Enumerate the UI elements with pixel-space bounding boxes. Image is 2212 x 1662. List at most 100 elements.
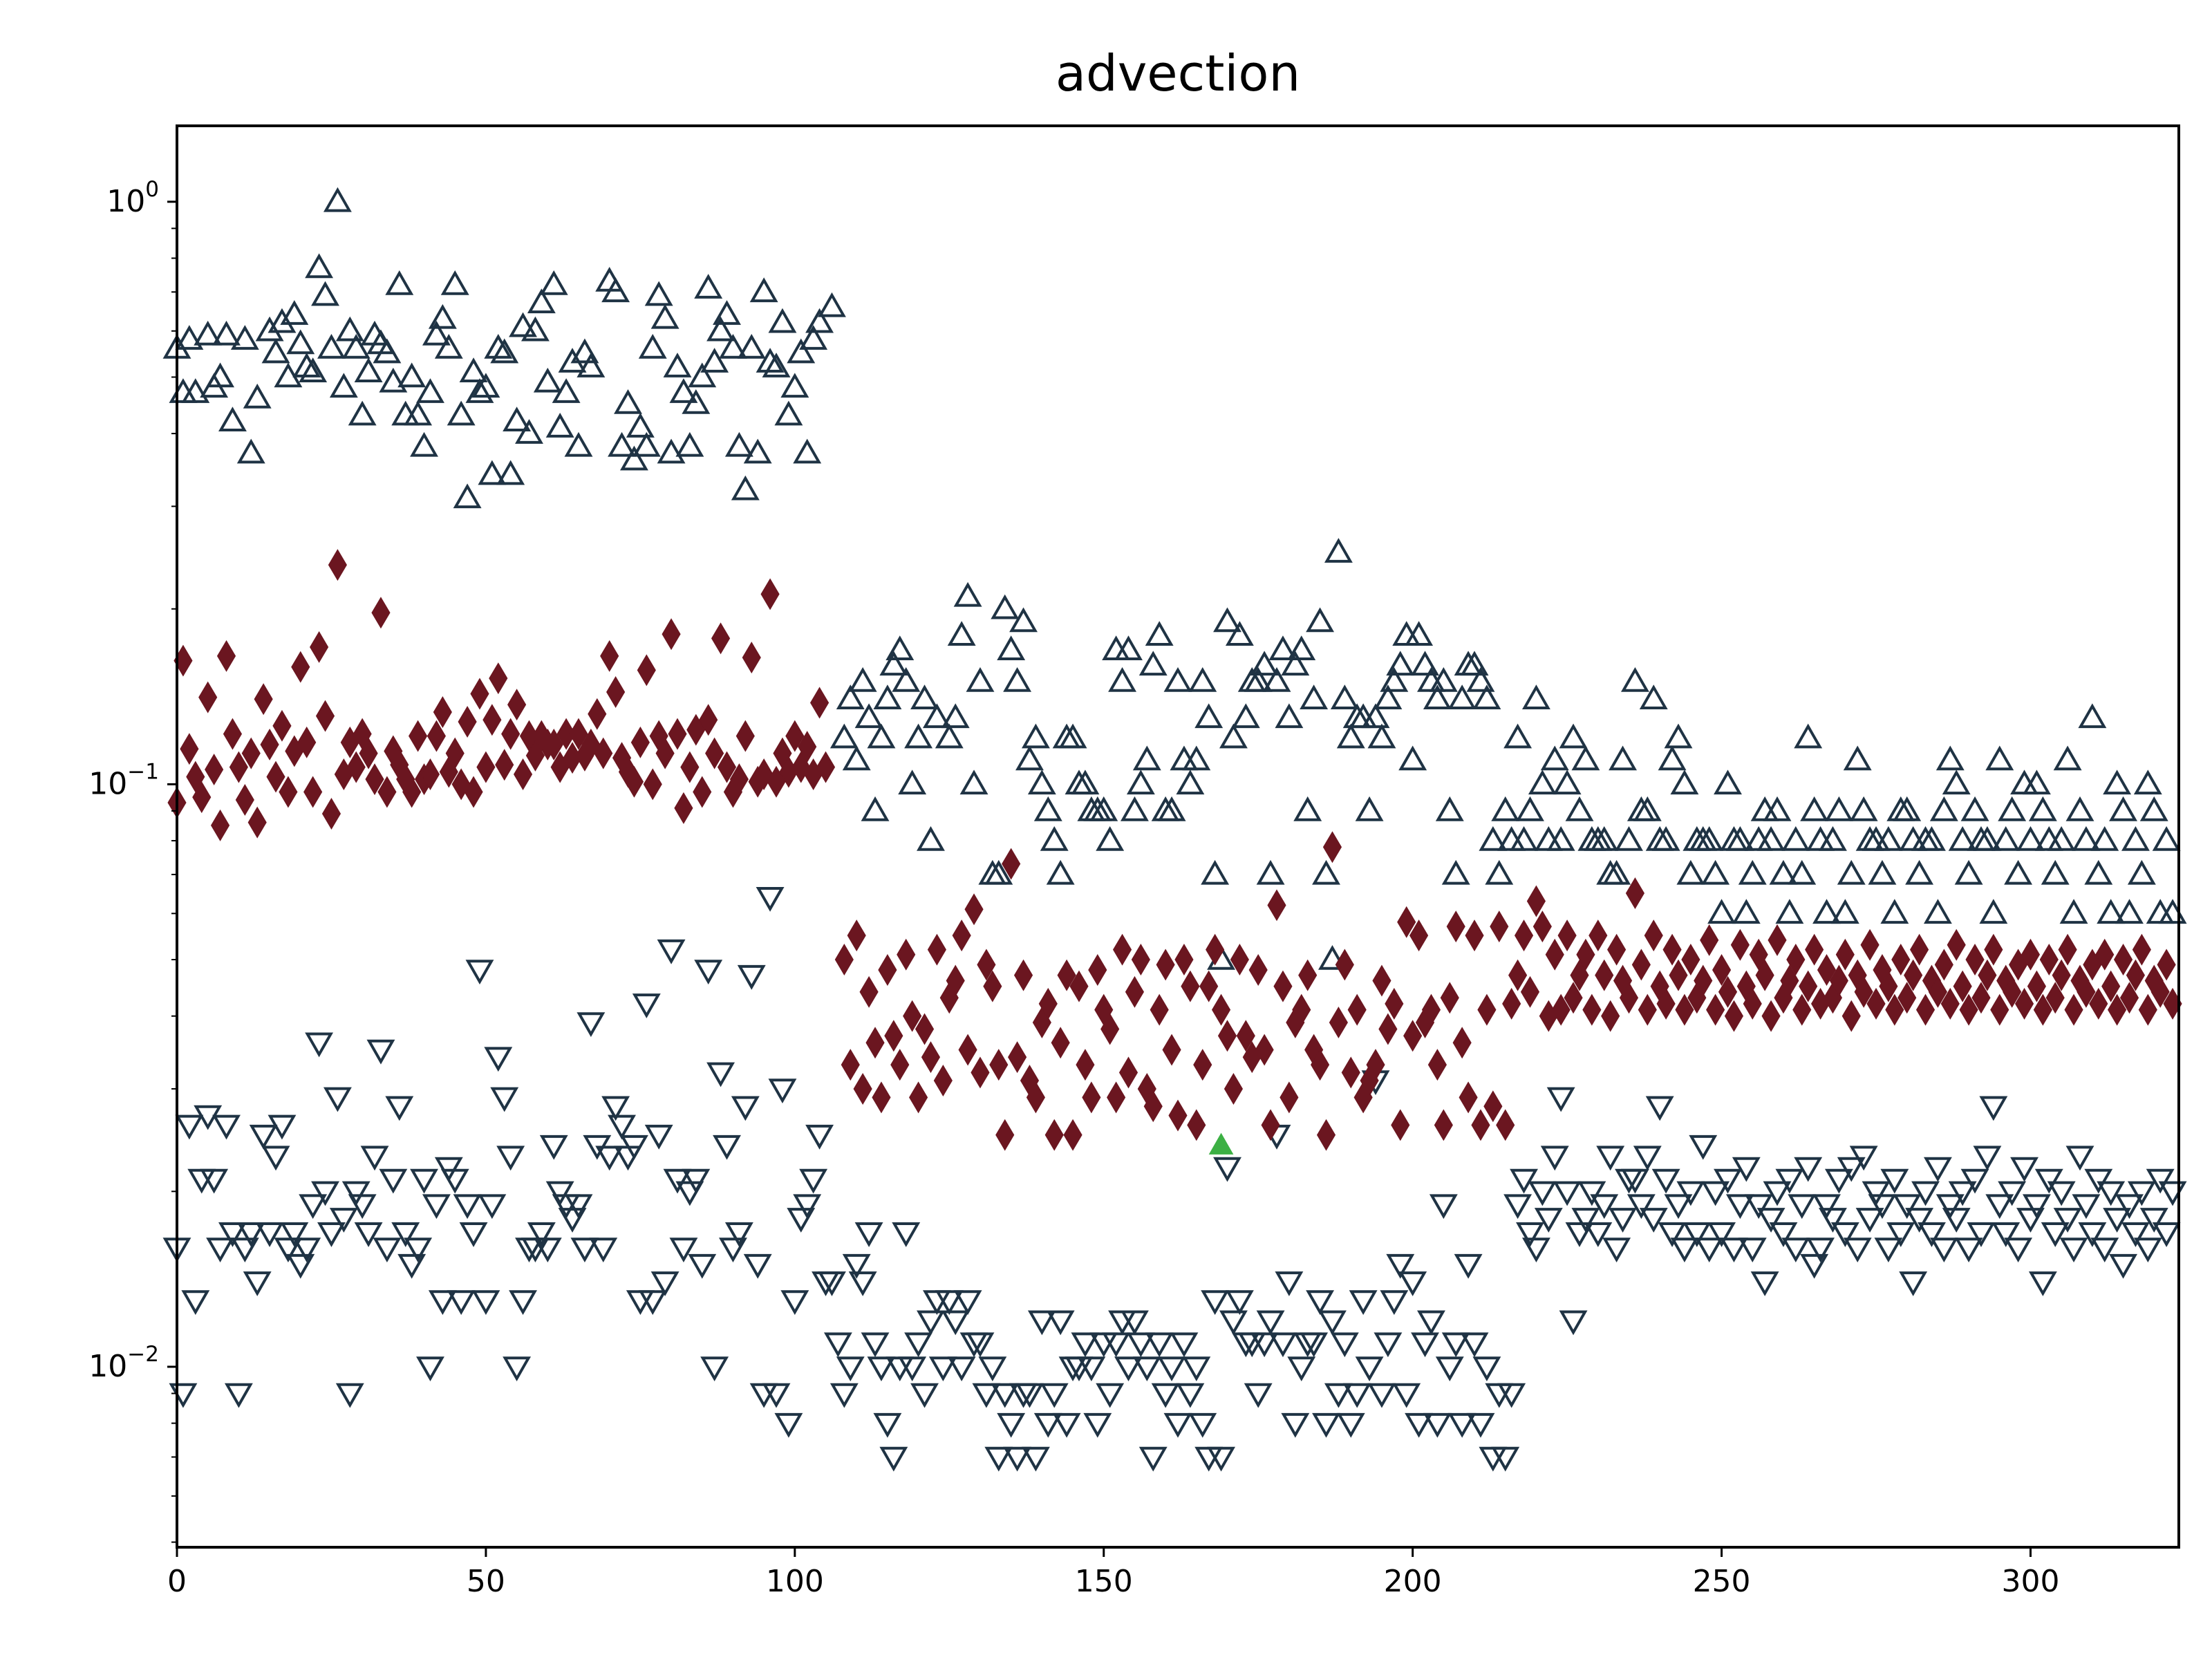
- point-s2-305: [2064, 993, 2083, 1026]
- point-s2-288: [1959, 993, 1978, 1026]
- point-s2-278: [1897, 982, 1917, 1014]
- point-s2-239: [1656, 987, 1676, 1020]
- point-s2-312: [2108, 993, 2127, 1026]
- point-s2-223: [1557, 919, 1577, 952]
- point-s2-52: [489, 662, 508, 695]
- point-s0-167: [1250, 651, 1279, 676]
- point-s1-70: [595, 1146, 624, 1171]
- point-s1-8: [212, 1114, 241, 1140]
- point-s0-191: [1398, 745, 1427, 771]
- point-s2-271: [1854, 975, 1873, 1008]
- point-s1-268: [1819, 1208, 1847, 1233]
- point-s1-261: [1775, 1168, 1804, 1194]
- point-s0-205: [1485, 859, 1514, 885]
- point-s2-217: [1520, 975, 1540, 1008]
- point-s2-53: [495, 749, 514, 781]
- point-s2-51: [482, 704, 502, 736]
- chart-title: advection: [1056, 44, 1300, 102]
- point-s0-100: [818, 292, 846, 317]
- point-s0-282: [1960, 796, 1989, 821]
- point-s0-152: [1157, 796, 1186, 821]
- point-s0-224: [1602, 859, 1631, 885]
- point-s1-110: [842, 1253, 871, 1279]
- point-s2-206: [1452, 1027, 1472, 1059]
- point-s0-158: [1194, 703, 1224, 729]
- point-s0-10: [236, 438, 265, 464]
- point-s0-199: [1447, 684, 1477, 710]
- point-s0-249: [1756, 826, 1785, 851]
- point-s0-23: [323, 187, 352, 212]
- point-s2-49: [470, 678, 489, 710]
- point-s2-89: [717, 751, 737, 783]
- point-s2-184: [1316, 1119, 1336, 1151]
- point-s1-128: [953, 1290, 982, 1315]
- point-s0-118: [941, 703, 970, 729]
- point-s1-207: [1441, 1332, 1470, 1358]
- point-s1-130: [966, 1332, 995, 1358]
- point-s1-35: [379, 1168, 408, 1194]
- point-s2-166: [1206, 933, 1225, 966]
- point-s1-321: [2146, 1168, 2175, 1194]
- point-s2-243: [1681, 944, 1700, 976]
- point-s2-202: [1427, 1049, 1447, 1081]
- point-s1-223: [1540, 1146, 1569, 1171]
- point-s2-319: [2150, 975, 2170, 1008]
- point-s1-81: [663, 1168, 692, 1194]
- point-s0-157: [1188, 666, 1217, 692]
- point-s1-133: [984, 1446, 1013, 1472]
- point-s1-264: [1794, 1157, 1823, 1182]
- point-s2-85: [693, 776, 712, 808]
- point-s2-293: [1990, 993, 2009, 1026]
- point-s2-144: [1069, 970, 1089, 1002]
- point-s0-64: [577, 353, 606, 377]
- point-s0-125: [991, 594, 1020, 619]
- point-s2-203: [1434, 1109, 1453, 1141]
- point-s2-180: [1292, 993, 1311, 1026]
- point-s2-107: [841, 1049, 860, 1081]
- point-s2-168: [1217, 1020, 1237, 1052]
- point-s0-126: [997, 635, 1026, 660]
- point-s1-263: [1788, 1194, 1817, 1220]
- point-s1-56: [509, 1290, 537, 1315]
- point-s1-269: [1824, 1168, 1853, 1194]
- point-s2-80: [662, 618, 681, 651]
- point-s0-227: [1620, 666, 1649, 692]
- point-s0-297: [2053, 745, 2082, 771]
- point-s1-278: [1880, 1168, 1909, 1194]
- point-s1-41: [416, 1356, 444, 1381]
- point-s1-44: [434, 1157, 463, 1182]
- point-s0-210: [1516, 796, 1544, 821]
- point-s0-39: [422, 320, 451, 346]
- point-s1-234: [1609, 1208, 1638, 1233]
- point-s2-214: [1502, 987, 1521, 1020]
- point-s2-291: [1978, 959, 1997, 991]
- point-s2-187: [1335, 949, 1354, 981]
- point-s2-316: [2132, 933, 2151, 966]
- point-s2-234: [1625, 877, 1645, 910]
- point-s0-307: [2115, 899, 2144, 924]
- point-s0-3: [181, 378, 210, 403]
- point-s1-308: [2065, 1146, 2094, 1171]
- point-s1-296: [1991, 1222, 2021, 1247]
- point-s1-55: [503, 1356, 532, 1381]
- point-s1-228: [1571, 1208, 1600, 1233]
- point-s1-20: [286, 1253, 315, 1279]
- point-s2-314: [2119, 982, 2139, 1014]
- point-s0-311: [2139, 796, 2168, 821]
- point-s1-138: [1015, 1383, 1044, 1408]
- point-s2-164: [1193, 1049, 1212, 1081]
- point-s2-118: [909, 1081, 928, 1114]
- point-s0-256: [1800, 796, 1829, 821]
- point-s1-69: [589, 1238, 618, 1263]
- point-s1-303: [2034, 1168, 2063, 1194]
- point-s2-209: [1471, 1109, 1490, 1141]
- point-s1-292: [1967, 1222, 1996, 1247]
- point-s1-42: [422, 1194, 451, 1220]
- y-tick-base: 10: [106, 184, 145, 219]
- point-s0-306: [2109, 796, 2138, 821]
- point-s2-198: [1403, 1020, 1423, 1052]
- point-s0-292: [2022, 769, 2051, 795]
- point-s1-322: [2152, 1222, 2181, 1247]
- point-s1-38: [397, 1253, 427, 1279]
- point-s1-302: [2028, 1271, 2057, 1296]
